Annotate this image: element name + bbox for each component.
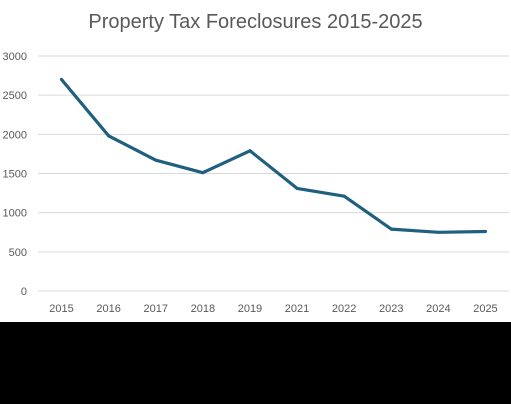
x-tick-label: 2025 — [473, 303, 497, 315]
data-point — [201, 171, 205, 175]
series-layer — [59, 77, 487, 234]
x-tick-label: 2017 — [144, 303, 168, 315]
y-tick-label: 3000 — [3, 51, 27, 63]
chart-area: Property Tax Foreclosures 2015-2025 0 500… — [0, 0, 511, 322]
data-point — [107, 134, 111, 138]
y-tick-label: 1000 — [3, 208, 27, 220]
x-tick-label: 2016 — [96, 303, 120, 315]
chart-title: Property Tax Foreclosures 2015-2025 — [88, 11, 423, 33]
y-tick-label: 2000 — [3, 129, 27, 141]
black-band — [0, 322, 511, 404]
x-tick-label: 2015 — [49, 303, 73, 315]
data-point — [248, 149, 252, 153]
data-point — [389, 227, 393, 231]
y-tick-label: 0 — [21, 286, 27, 298]
y-axis-ticks: 0 500 1000 1500 2000 2500 3000 — [3, 51, 27, 298]
x-axis-ticks: 2015 2016 2017 2018 2019 2021 2022 2023 2024 2025 — [49, 303, 497, 315]
x-tick-label: 2024 — [426, 303, 450, 315]
x-tick-label: 2019 — [238, 303, 262, 315]
y-tick-label: 1500 — [3, 169, 27, 181]
x-tick-label: 2023 — [379, 303, 403, 315]
gridlines — [38, 55, 509, 292]
data-point — [295, 186, 299, 190]
data-point — [154, 158, 158, 162]
data-point — [436, 230, 440, 234]
data-point — [483, 229, 487, 233]
data-point — [60, 78, 64, 81]
x-tick-label: 2022 — [332, 303, 356, 315]
x-tick-label: 2021 — [285, 303, 309, 315]
data-point — [342, 194, 346, 198]
y-tick-label: 2500 — [3, 90, 27, 102]
y-tick-label: 500 — [9, 247, 27, 259]
x-tick-label: 2018 — [191, 303, 215, 315]
series-line — [59, 77, 487, 234]
